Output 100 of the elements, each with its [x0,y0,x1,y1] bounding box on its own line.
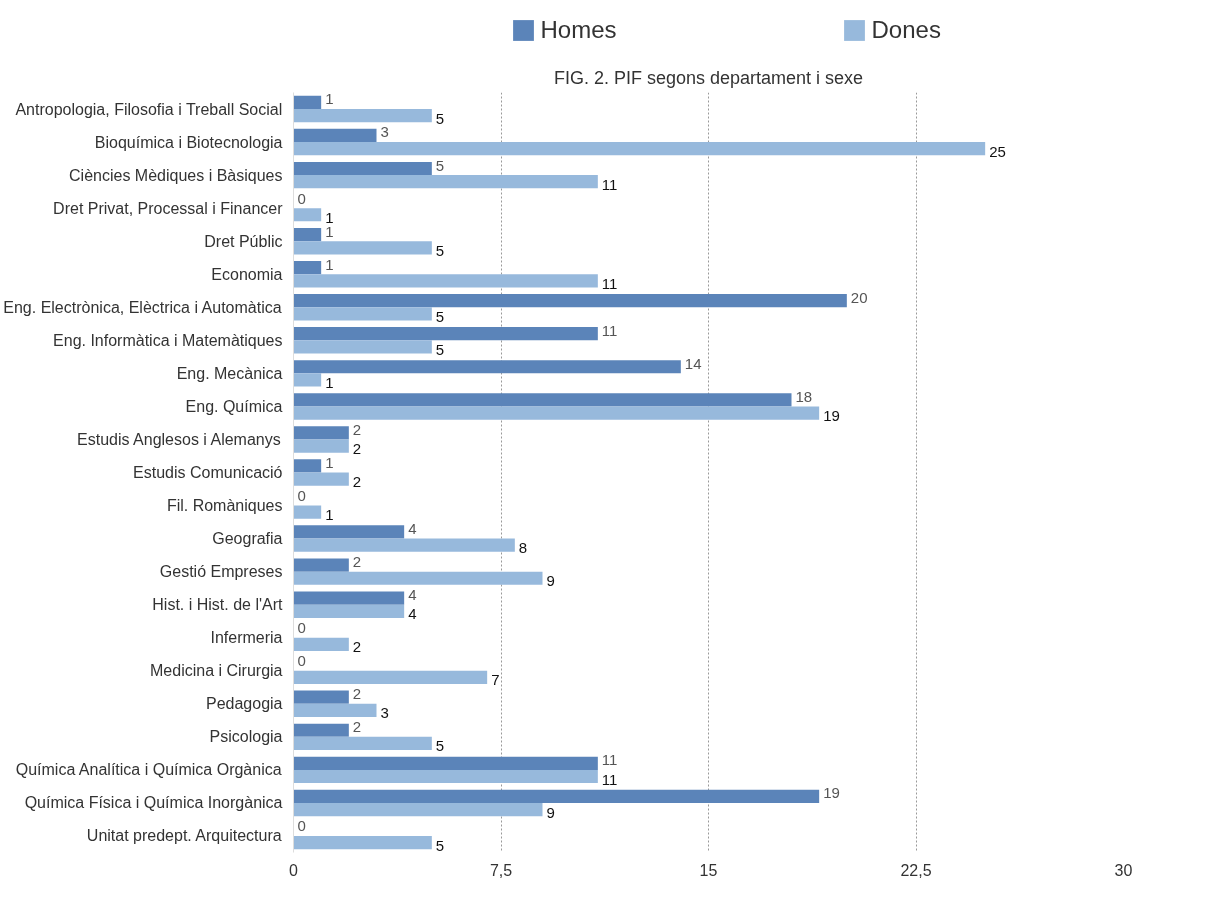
bar [293,373,322,387]
data-label: 1 [325,255,334,273]
y-tick-label: Química Analítica i Química Orgànica [15,761,282,779]
y-tick-label: Estudis Comunicació [133,464,283,481]
bar [293,360,681,374]
bar [293,558,349,572]
bar [293,525,405,539]
y-tick-label: Eng. Electrònica, Elèctrica i Automàtica [3,298,282,316]
data-label: 1 [325,90,334,108]
data-label: 5 [435,737,445,755]
data-label: 4 [408,605,417,623]
bar [293,756,598,770]
bar [293,274,598,288]
data-label: 0 [297,619,306,637]
bar [293,175,598,189]
data-label: 8 [518,539,528,557]
y-tick-label: Eng. Informàtica i Matemàtiques [53,331,283,349]
data-label: 9 [546,572,555,590]
y-tick-label: Eng. Química [185,397,283,415]
y-tick-label: Gestió Empreses [159,563,283,581]
bar [293,472,349,486]
y-tick-label: Estudis Anglesos i Alemanys [77,430,281,448]
legend-label: Dones [871,16,942,44]
y-tick-label: Eng. Mecànica [176,364,283,382]
y-tick-label: Bioquímica i Biotecnologia [94,133,283,151]
bar [293,505,322,519]
x-tick-label: 22,5 [900,861,932,879]
data-label: 20 [850,288,868,306]
y-tick-label: Hist. i Hist. de l'Art [152,596,284,614]
data-label: 14 [684,354,702,372]
data-label: 5 [435,307,445,325]
y-tick-label: Medicina i Cirurgia [150,662,283,680]
data-label: 5 [435,156,445,174]
y-tick-label: Ciències Mèdiques i Bàsiques [69,166,283,184]
bar [293,406,820,420]
bar [293,690,349,704]
y-tick-label: Dret Privat, Processal i Financer [53,199,284,217]
bar [293,789,820,803]
bar [293,327,598,341]
data-label: 2 [352,420,362,438]
bar [293,426,349,440]
data-label: 1 [325,453,334,471]
bar [293,241,432,255]
data-label: 11 [601,274,618,292]
bar [293,128,377,143]
y-tick-label: Dret Públic [204,232,283,250]
legend-label: Homes [540,16,618,44]
data-label: 11 [601,175,618,193]
bar [293,538,515,552]
data-label: 0 [297,817,306,835]
data-label: 2 [352,553,362,571]
data-label: 4 [408,586,417,604]
bar [293,670,488,684]
bar [293,227,322,242]
bar [293,208,322,222]
data-label: 0 [297,486,306,504]
bar [293,637,349,651]
y-tick-label: Fil. Romàniques [166,497,283,515]
bar [293,439,349,453]
y-tick-label: Unitat predept. Arquitectura [86,827,282,845]
x-tick-label: 15 [699,861,718,879]
y-tick-label: Antropologia, Filosofia i Treball Social [15,100,283,118]
data-label: 2 [352,473,362,491]
bar [293,703,377,718]
data-label: 19 [823,407,840,425]
bar [293,307,432,321]
data-label: 2 [352,685,362,703]
bar [293,393,792,407]
data-label: 5 [435,241,445,259]
bar [293,591,405,605]
bar [293,340,432,354]
data-label: 1 [325,373,334,391]
bar [293,571,543,585]
y-tick-label: Química Física i Química Inorgànica [24,794,283,812]
data-label: 4 [408,519,417,537]
data-label: 3 [380,704,389,722]
data-label: 1 [325,506,334,524]
bar [293,723,349,737]
data-label: 7 [491,671,500,689]
bar [293,769,598,784]
bar [293,835,432,850]
bar [293,294,847,308]
data-label: 5 [435,109,445,127]
x-tick-label: 30 [1114,861,1133,879]
bar [293,95,322,110]
data-label: 5 [435,836,445,854]
y-tick-label: Psicologia [209,728,283,746]
data-label: 2 [352,718,362,736]
y-tick-label: Economia [211,265,283,283]
data-label: 3 [380,123,389,141]
data-label: 11 [601,751,618,769]
data-label: 2 [352,638,362,656]
data-label: 11 [601,321,618,339]
data-label: 9 [546,803,555,821]
bar [293,604,405,618]
data-label: 2 [352,440,362,458]
y-tick-label: Infermeria [210,629,283,647]
data-label: 0 [297,189,306,207]
bar [293,261,322,275]
bar [293,142,986,156]
